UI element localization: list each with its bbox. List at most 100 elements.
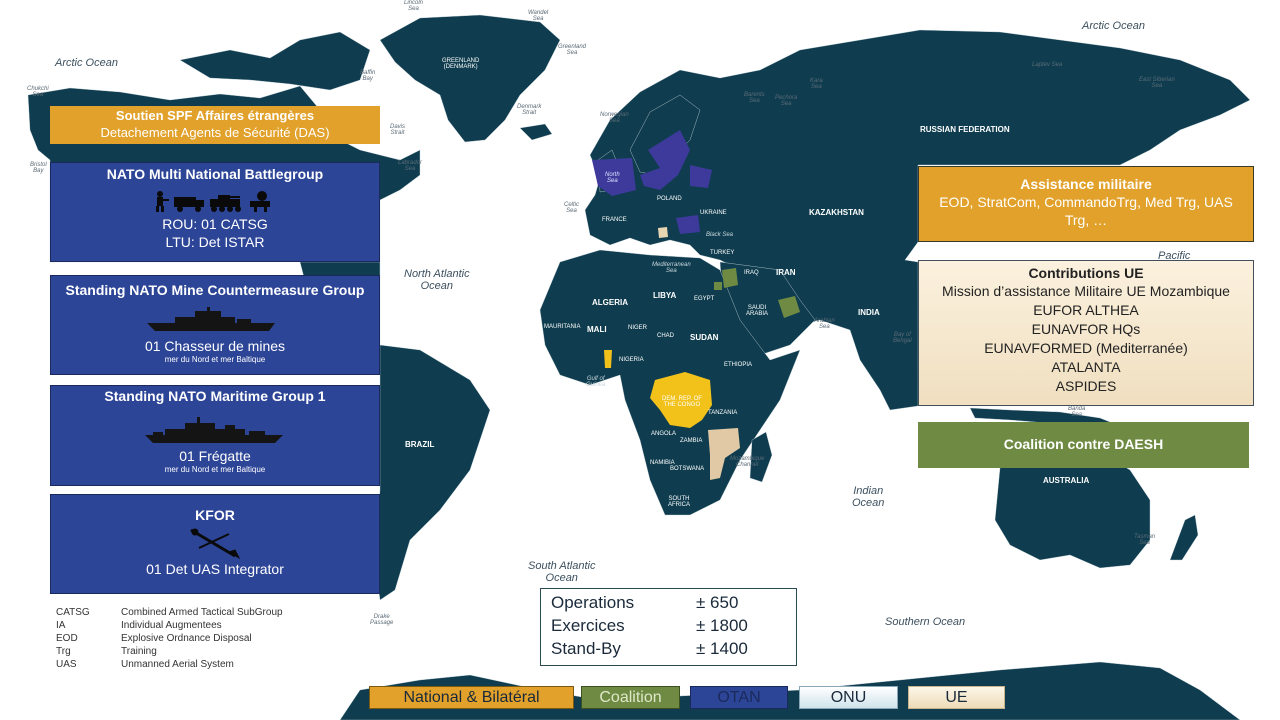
kfor-line1: 01 Det UAS Integrator: [146, 561, 284, 577]
tasman-sea-label: Tasman Sea: [1134, 534, 1156, 546]
stats-row: Exercices ± 1800: [551, 616, 748, 636]
spf-subtitle: Detachement Agents de Sécurité (DAS): [100, 125, 330, 140]
indian-ocean-label: Indian Ocean: [852, 485, 885, 509]
spf-panel: Soutien SPF Affaires étrangères Detachem…: [50, 106, 380, 144]
angola-label: ANGOLA: [651, 431, 677, 437]
mali-label: MALI: [587, 325, 607, 334]
turkey-label: TURKEY: [710, 250, 735, 256]
coalition-jordan: [714, 282, 722, 290]
stats-label: Operations: [551, 593, 635, 612]
baffin-bay-label: Baffin Bay: [360, 70, 376, 82]
stats-value: ± 1400: [696, 639, 748, 658]
coalition-iraq: [722, 268, 738, 288]
new-zealand-land: [1169, 514, 1199, 561]
coalition-gulf: [778, 296, 800, 318]
chukchi-sea-label: Chukchi Sea: [27, 86, 49, 98]
barents-sea-label: Barents Sea: [744, 92, 765, 104]
nato-baltic-region: [640, 130, 690, 190]
mauritania-label: MAURITANIA: [544, 324, 581, 330]
abbr-code: IA: [56, 620, 66, 631]
abbr-row: EOD Explosive Ordnance Disposal: [56, 632, 252, 645]
ukraine-label: UKRAINE: [700, 210, 727, 216]
nato-baltic-states: [690, 165, 712, 188]
stats-row: Operations ± 650: [551, 593, 738, 613]
abbr-row: Trg Training: [56, 645, 157, 658]
denmark-strait-label: Denmark Strait: [517, 104, 542, 116]
arctic-ocean-label-right: Arctic Ocean: [1082, 20, 1145, 32]
battlegroup-title: NATO Multi National Battlegroup: [106, 166, 324, 182]
ethiopia-label: ETHIOPIA: [724, 362, 753, 368]
south-america-land: [374, 344, 491, 601]
kfor-title: KFOR: [195, 507, 235, 523]
india-label: INDIA: [858, 308, 880, 317]
maritime-line1: 01 Frégatte: [179, 448, 251, 464]
arctic-ocean-label-left: Arctic Ocean: [55, 57, 118, 69]
abbr-meaning: Individual Augmentees: [121, 620, 222, 631]
nato-romania: [676, 215, 700, 234]
russia-label: RUSSIAN FEDERATION: [920, 125, 1010, 134]
iceland-land: [519, 123, 553, 141]
abbr-row: CATSG Combined Armed Tactical SubGroup: [56, 606, 283, 619]
labrador-sea-label: Labrador Sea: [398, 160, 423, 172]
mine-title: Standing NATO Mine Countermeasure Group: [65, 282, 365, 298]
abbr-code: CATSG: [56, 607, 90, 618]
abbr-meaning: Unmanned Aerial System: [121, 659, 234, 670]
eu-item: EUNAVFORMED (Mediterranée): [984, 340, 1188, 356]
spain-label: SPAIN: [584, 242, 602, 248]
eu-item: ATALANTA: [1051, 359, 1121, 375]
black-sea-label: Black Sea: [706, 232, 734, 238]
assistance-title: Assistance militaire: [1020, 176, 1152, 192]
abbr-code: Trg: [56, 646, 71, 657]
eu-mozambique: [708, 428, 740, 480]
drc-region: [650, 372, 712, 428]
north-sea-label: North Sea: [605, 172, 620, 184]
legend-coalition: Coalition: [581, 686, 680, 709]
egypt-label: EGYPT: [694, 296, 715, 302]
nigeria-label: NIGERIA: [619, 357, 644, 363]
assistance-body: EOD, StratCom, CommandoTrg, Med Trg, UAS…: [939, 194, 1233, 228]
maritime-line2: mer du Nord et mer Baltique: [164, 465, 266, 474]
battlegroup-panel: NATO Multi National Battlegroup ROU: 01 …: [50, 162, 380, 262]
mine-panel: Standing NATO Mine Countermeasure Group …: [50, 275, 380, 375]
south-africa-label: SOUTH AFRICA: [668, 496, 691, 508]
pechora-sea-label: Pechora Sea: [775, 95, 798, 107]
banda-sea-label: Banda Sea: [1068, 406, 1086, 418]
kfor-panel: KFOR 01 Det UAS Integrator: [50, 494, 380, 594]
stats-label: Exercices: [551, 616, 625, 635]
chad-label: CHAD: [657, 333, 675, 339]
north-atlantic-label: North Atlantic Ocean: [404, 268, 470, 292]
mine-line1: 01 Chasseur de mines: [144, 338, 286, 354]
eu-bosnia: [658, 227, 668, 238]
sudan-label: SUDAN: [690, 333, 719, 342]
daesh-title: Coalition contre DAESH: [1003, 436, 1164, 452]
greenland-land: [379, 14, 561, 143]
legend-ue: UE: [908, 686, 1005, 709]
legend-otan: OTAN: [690, 686, 788, 709]
botswana-label: BOTSWANA: [670, 466, 705, 472]
east-siberian-sea-label: East Siberian Sea: [1139, 77, 1175, 89]
colombia-label: COLOMBIA: [338, 378, 370, 384]
france-label: FRANCE: [602, 217, 627, 223]
kara-sea-label: Kara Sea: [810, 78, 823, 90]
battlegroup-line2: LTU: Det ISTAR: [165, 234, 265, 250]
vehicles-icon: [156, 191, 270, 212]
nato-north-sea-region: [592, 158, 636, 196]
kazakhstan-label: KAZAKHSTAN: [809, 208, 864, 217]
eu-item: ASPIDES: [1055, 378, 1117, 394]
stats-box: Operations ± 650 Exercices ± 1800 Stand-By…: [540, 588, 797, 666]
legend-national: National & Bilatéral: [369, 686, 574, 709]
stats-value: ± 650: [696, 593, 739, 612]
maritime-panel: Standing NATO Maritime Group 1 01 Frégat…: [50, 385, 380, 486]
abbr-row: UAS Unmanned Aerial System: [56, 658, 234, 671]
spf-title: Soutien SPF Affaires étrangères: [115, 108, 315, 123]
abbr-meaning: Training: [121, 646, 157, 657]
battlegroup-line1: ROU: 01 CATSG: [162, 216, 268, 232]
zambia-label: ZAMBIA: [680, 438, 703, 444]
frigate-icon: [145, 417, 283, 443]
stats-value: ± 1800: [696, 616, 748, 635]
abbr-code: UAS: [56, 659, 77, 670]
south-atlantic-label: South Atlantic Ocean: [528, 560, 596, 584]
drc-label: DEM. REP. OF THE CONGO: [662, 396, 702, 408]
eu-item: EUFOR ALTHEA: [1033, 302, 1139, 318]
drake-passage-label: Drake Passage: [370, 614, 394, 626]
